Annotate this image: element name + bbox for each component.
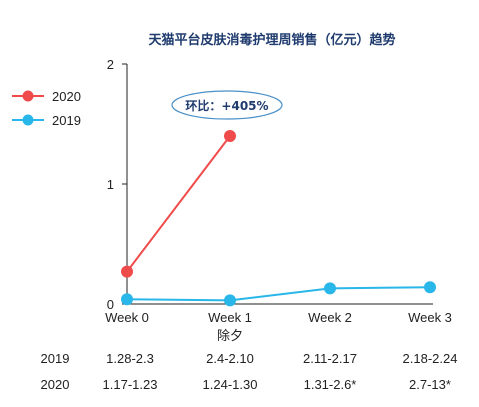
annotation-text: 环比：+405%: [185, 98, 268, 113]
date-cell: 1.17-1.23: [103, 377, 158, 392]
date-cell: 2.11-2.17: [303, 351, 357, 366]
date-row-label: 2020: [41, 377, 70, 392]
series-layer: [121, 130, 436, 307]
x-tick-label: Week 2: [308, 310, 352, 325]
legend-marker-2019: [22, 114, 34, 126]
x-tick-label: Week 3: [408, 310, 452, 325]
mom-annotation: 环比：+405%: [171, 90, 283, 120]
data-point-2019: [324, 282, 336, 295]
date-cell: 2.7-13*: [409, 377, 451, 392]
data-point-2019: [121, 293, 133, 306]
y-tick-label: 2: [107, 57, 114, 72]
data-point-2020: [121, 265, 133, 278]
y-tick-label: 1: [107, 177, 114, 192]
x-tick-sublabel-new-year-eve: 除夕: [217, 329, 243, 344]
date-table: 2019 1.28-2.3 2.4-2.10 2.11-2.17 2.18-2.…: [41, 351, 458, 392]
series-line-2019: [126, 286, 431, 302]
chart-title: 天猫平台皮肤消毒护理周销售（亿元）趋势: [148, 32, 395, 48]
legend-label-2020: 2020: [52, 89, 81, 104]
data-point-2019: [424, 281, 436, 294]
date-cell: 1.31-2.6*: [304, 377, 357, 392]
date-cell: 2.18-2.24: [403, 351, 458, 366]
series-line-2020: [126, 135, 231, 273]
x-tick-label: Week 0: [105, 310, 149, 325]
legend-label-2019: 2019: [52, 113, 81, 128]
legend-marker-2020: [22, 90, 34, 102]
date-cell: 2.4-2.10: [206, 351, 254, 366]
date-cell: 1.28-2.3: [106, 351, 154, 366]
x-tick-label: Week 1: [208, 310, 252, 325]
date-cell: 1.24-1.30: [203, 377, 258, 392]
legend: 2020 2019: [12, 89, 81, 128]
date-row-label: 2019: [41, 351, 70, 366]
data-point-2020: [224, 130, 236, 142]
y-tick-label: 0: [107, 297, 114, 312]
annotation-ellipse: [171, 90, 283, 120]
data-point-2019: [224, 294, 236, 307]
